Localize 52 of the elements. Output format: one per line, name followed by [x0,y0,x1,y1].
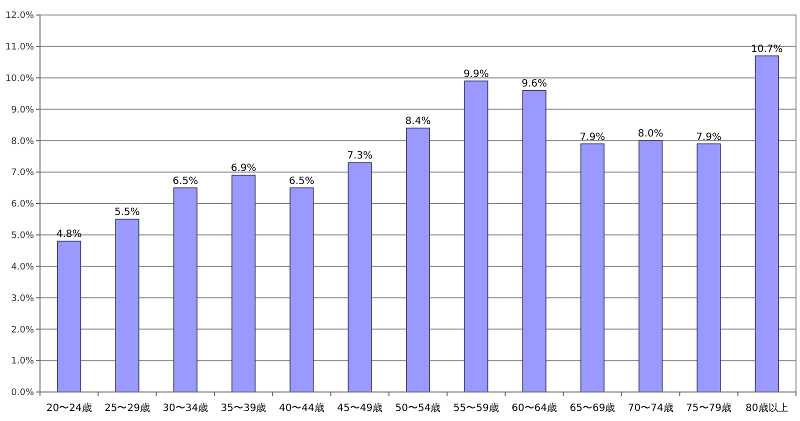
bar [115,218,140,392]
bar [348,162,372,392]
x-tick-label: 65〜69歳 [570,402,616,414]
bar [696,143,721,392]
y-tick-label: 12.0% [5,11,34,22]
bar [522,90,546,392]
y-tick-label: 9.0% [11,105,34,116]
x-tick-label: 45〜49歳 [337,402,383,414]
bar [464,80,488,392]
data-label: 4.8% [56,229,82,240]
y-tick-label: 7.0% [11,168,34,178]
data-label: 8.4% [405,116,431,128]
bar [580,143,604,392]
data-label: 9.6% [522,78,548,90]
y-tick-label: 4.0% [11,262,34,272]
y-tick-label: 0.0% [11,388,34,398]
data-label: 10.7% [751,44,783,55]
bar [290,187,314,392]
y-tick-label: 10.0% [5,74,34,84]
x-tick-label: 25〜29歳 [104,402,150,414]
bar [754,55,779,392]
y-tick-label: 3.0% [11,294,34,304]
data-label: 5.5% [114,207,140,218]
bar [406,128,430,392]
x-tick-label: 35〜39歳 [220,402,266,414]
y-tick-label: 11.0% [5,42,34,53]
data-label: 9.9% [463,68,489,80]
x-tick-label: 60〜64歳 [512,402,558,414]
data-label: 6.5% [288,176,314,187]
data-label: 6.5% [172,176,198,187]
data-label: 7.3% [347,150,373,162]
y-tick-label: 6.0% [11,200,34,210]
data-label: 8.0% [638,128,664,140]
bar [232,174,256,392]
y-tick-label: 1.0% [11,356,34,367]
data-label: 7.9% [696,132,722,143]
bar [173,187,198,392]
bar [57,240,82,392]
x-tick-label: 40〜44歳 [278,402,324,414]
data-label: 7.9% [580,132,606,143]
x-tick-label: 20〜24歳 [46,402,92,414]
y-tick-label: 5.0% [11,231,34,242]
bar [638,140,663,392]
x-tick-label: 30〜34歳 [162,402,208,414]
x-tick-label: 70〜74歳 [628,402,674,414]
y-tick-label: 2.0% [11,325,34,336]
data-label: 6.9% [230,163,256,174]
x-tick-label: 50〜54歳 [395,402,441,414]
x-tick-label: 75〜79歳 [686,402,732,414]
x-tick-label: 55〜59歳 [453,402,499,414]
y-tick-label: 8.0% [11,136,34,147]
x-tick-label: 80歳以上 [746,402,788,414]
